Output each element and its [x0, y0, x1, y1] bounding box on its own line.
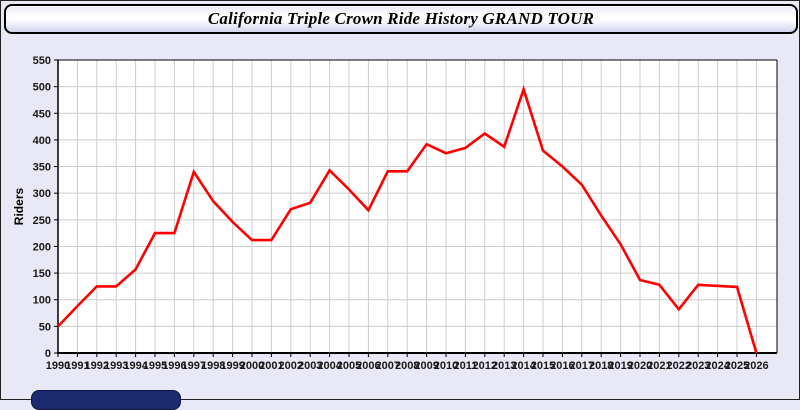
plot-area [58, 60, 777, 353]
x-tick-label: 2012 [473, 360, 497, 372]
y-tick-label: 150 [33, 268, 51, 280]
x-tick-label: 1990 [46, 360, 70, 372]
x-tick-label: 2009 [414, 360, 438, 372]
x-tick-label: 2000 [240, 360, 264, 372]
x-tick-label: 1994 [123, 360, 148, 372]
x-tick-label: 2003 [298, 360, 322, 372]
x-tick-label: 2007 [376, 360, 400, 372]
x-tick-label: 2022 [667, 360, 691, 372]
x-tick-label: 2016 [550, 360, 574, 372]
x-tick-label: 2002 [279, 360, 303, 372]
y-axis-title: Riders [12, 188, 26, 226]
y-tick-label: 350 [33, 162, 51, 174]
y-tick-label: 300 [33, 188, 51, 200]
x-tick-label: 2025 [725, 360, 749, 372]
x-tick-label: 1996 [162, 360, 186, 372]
x-tick-label: 2014 [511, 360, 536, 372]
x-tick-label: 2018 [589, 360, 613, 372]
x-tick-label: 2010 [434, 360, 458, 372]
y-tick-label: 50 [39, 321, 51, 333]
y-tick-label: 450 [33, 108, 51, 120]
x-tick-label: 2017 [570, 360, 594, 372]
x-tick-label: 2024 [705, 360, 730, 372]
x-tick-label: 2015 [531, 360, 555, 372]
data-line-riders [57, 85, 758, 354]
x-tick-label: 1998 [201, 360, 225, 372]
x-tick-label: 2011 [453, 360, 477, 372]
x-tick-label: 2023 [686, 360, 710, 372]
x-tick-label: 1992 [85, 360, 109, 372]
x-tick-label: 2019 [608, 360, 632, 372]
x-tick-label: 1993 [104, 360, 128, 372]
page-title: California Triple Crown Ride History GRA… [207, 9, 595, 28]
y-tick-label: 200 [33, 241, 51, 253]
x-tick-label: 2021 [647, 360, 671, 372]
y-tick-label: 100 [33, 295, 51, 307]
y-tick-label: 0 [45, 348, 51, 360]
y-tick-label: 550 [33, 55, 51, 67]
x-tick-label: 2008 [395, 360, 419, 372]
x-tick-label: 2006 [356, 360, 380, 372]
x-tick-label: 2004 [317, 360, 342, 372]
bottom-nav-button[interactable] [31, 390, 181, 410]
line-chart: 0501001502002503003504004505005501990199… [12, 55, 778, 372]
y-tick-label: 400 [33, 135, 51, 147]
x-tick-label: 2005 [337, 360, 361, 372]
x-tick-label: 2001 [259, 360, 283, 372]
x-tick-label: 1995 [143, 360, 167, 372]
y-tick-label: 250 [33, 215, 51, 227]
x-tick-label: 1991 [65, 360, 89, 372]
chart-title-bar: California Triple Crown Ride History GRA… [4, 4, 798, 34]
y-tick-label: 500 [33, 82, 51, 94]
x-tick-label: 2026 [744, 360, 768, 372]
chart-panel: 0 50 100 150 200 250 300 350 400 450 500 550 1990 199… [1, 1, 800, 401]
x-tick-label: 1999 [220, 360, 244, 372]
x-tick-label: 1997 [182, 360, 206, 372]
x-tick-label: 2013 [492, 360, 516, 372]
x-tick-label: 2020 [628, 360, 652, 372]
